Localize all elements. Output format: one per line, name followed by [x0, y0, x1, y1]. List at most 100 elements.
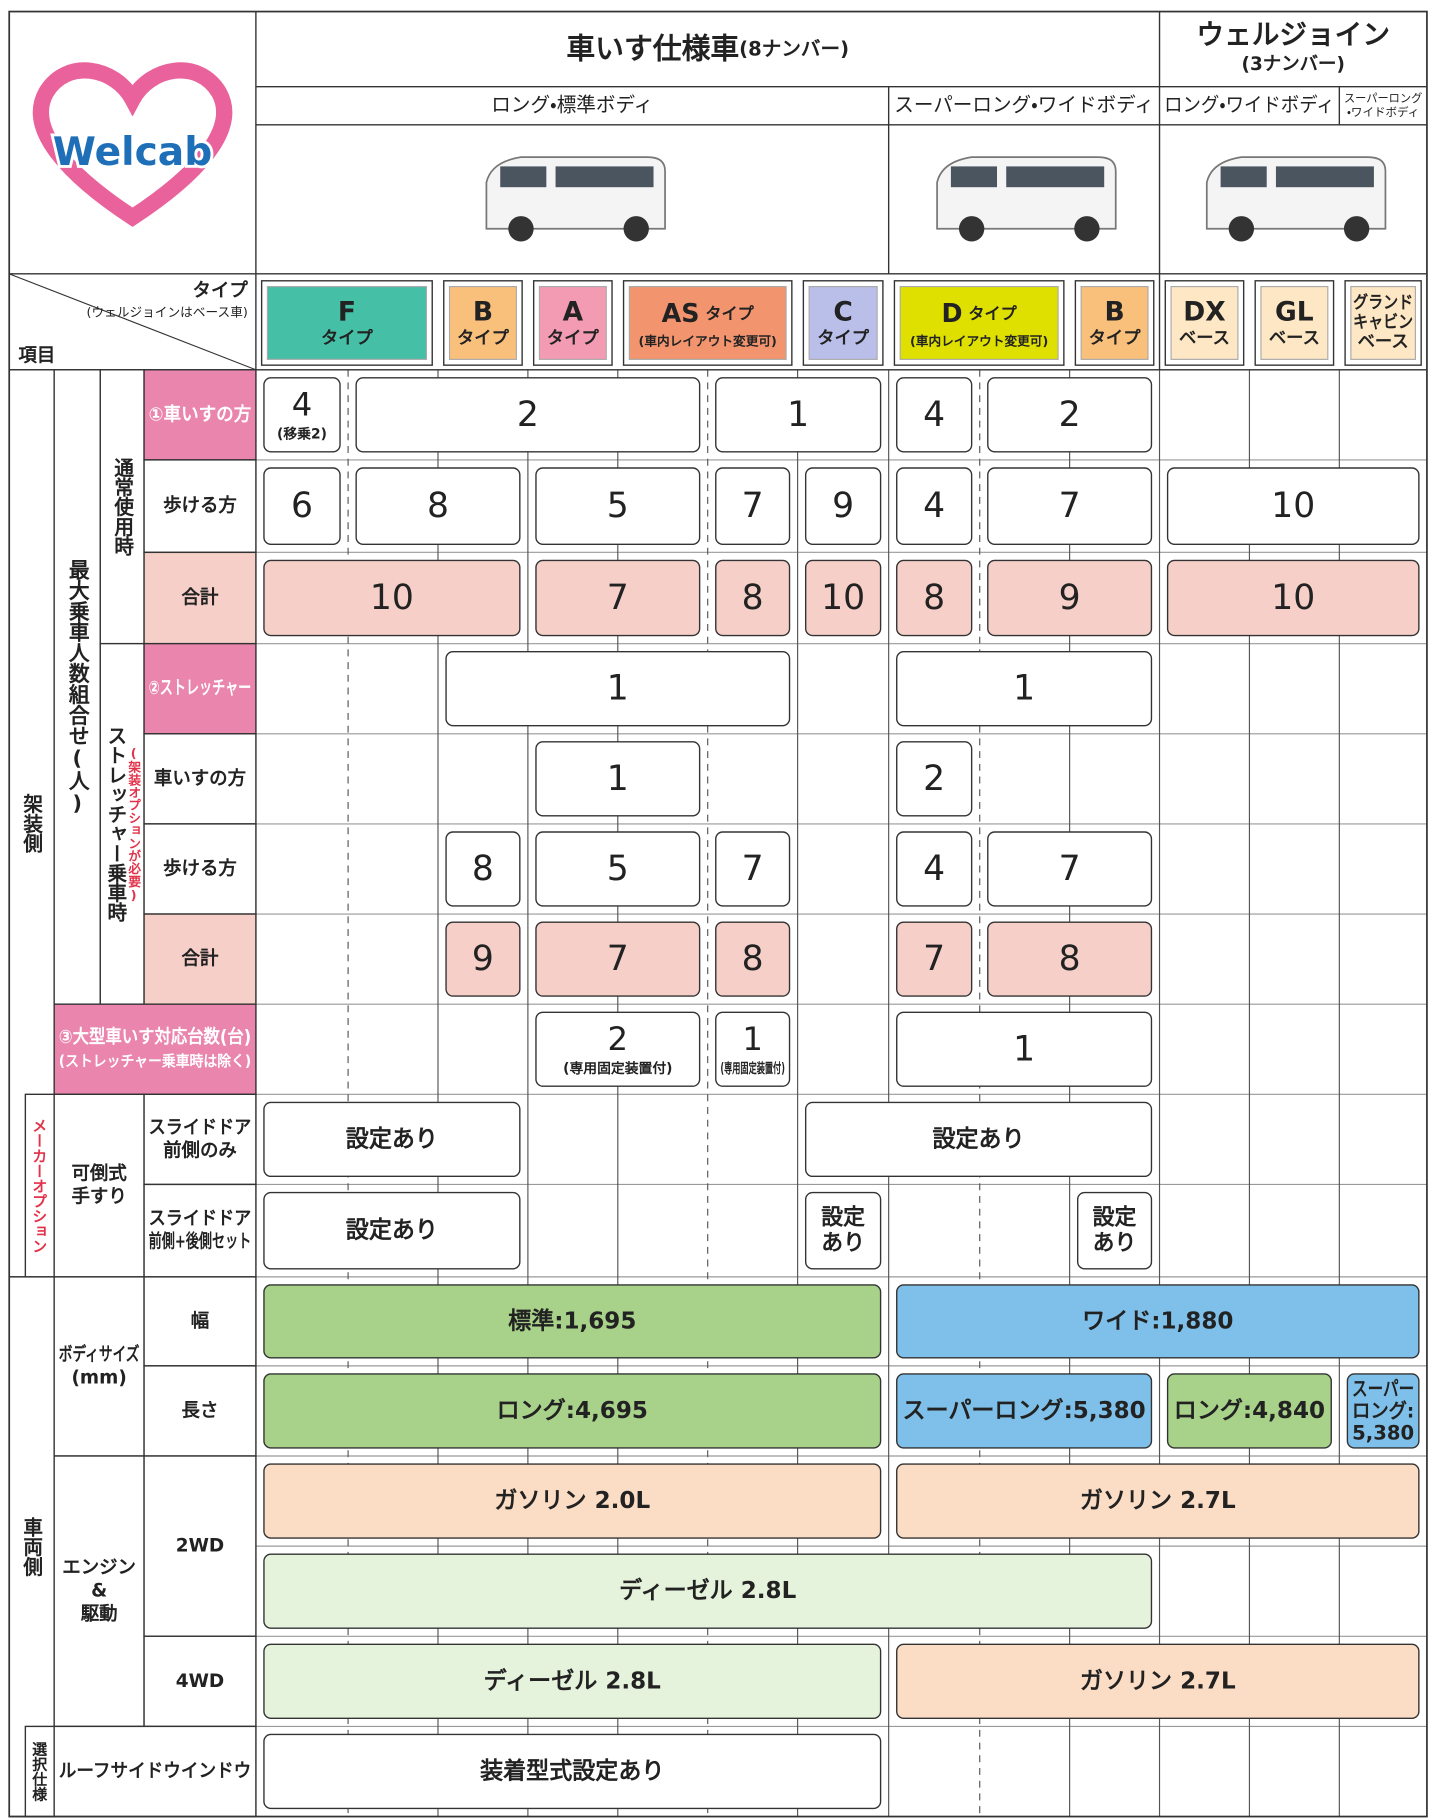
group-title-note: (8ナンバー) — [739, 37, 849, 60]
cell-value: 4 — [923, 395, 945, 435]
type-sub: タイプ — [817, 328, 870, 349]
cell-value: 4 — [923, 849, 945, 889]
label-cell — [99, 642, 145, 1005]
cell-text: 設定 — [821, 1205, 865, 1230]
body-label: ・ワイドボディ — [1347, 105, 1419, 119]
van-wheel — [1074, 216, 1100, 242]
label-cell — [143, 642, 257, 735]
cell-value: 6 — [291, 486, 313, 526]
value-cell — [535, 921, 701, 997]
value-cell — [263, 1733, 882, 1810]
cell-value: 1 — [607, 759, 629, 799]
row-label: (mm) — [71, 1367, 126, 1388]
value-cell — [715, 377, 882, 453]
type-note: (車内レイアウト変更可) — [910, 333, 1048, 348]
cell-text: 設定あり — [346, 1218, 438, 1244]
value-cell — [804, 1101, 1153, 1178]
value-cell — [535, 831, 701, 907]
type-badge — [1170, 286, 1239, 360]
type-badge — [1080, 286, 1149, 360]
cell-value: 1 — [742, 1020, 763, 1058]
label-cell — [24, 1725, 55, 1818]
value-cell — [263, 1463, 882, 1539]
value-cell — [804, 1191, 882, 1270]
van-image — [936, 156, 1117, 242]
van-window — [1275, 166, 1374, 188]
type-name-main: AS — [662, 298, 700, 328]
type-note: (車内レイアウト変更可) — [639, 333, 777, 348]
value-cell — [896, 377, 973, 453]
logo-heart — [32, 62, 233, 227]
cell-value: 2 — [608, 1020, 629, 1058]
value-cell — [896, 921, 973, 997]
body-label: スーパーロング・ワイドボディ — [894, 94, 1154, 117]
van-wheel — [958, 216, 985, 242]
van-window — [1006, 166, 1105, 188]
value-cell — [263, 559, 521, 637]
value-cell — [535, 559, 701, 637]
type-name: F — [338, 296, 356, 327]
van-window — [950, 166, 998, 188]
cell-text: 5,380 — [1352, 1421, 1414, 1444]
cell-value: 7 — [1059, 849, 1081, 889]
type-badge — [628, 286, 787, 360]
value-cell — [535, 467, 701, 545]
value-cell — [896, 831, 973, 907]
row-label: 長さ — [182, 1400, 219, 1421]
body-label: ロング・ワイドボディ — [1164, 94, 1335, 117]
label-cell — [53, 1003, 257, 1096]
cell-text: ガソリン 2.0L — [494, 1488, 650, 1514]
label-cell — [143, 1093, 257, 1186]
cell-text: ワイド:1,880 — [1082, 1308, 1233, 1334]
row-label: スライドドア — [149, 1209, 252, 1230]
value-cell — [263, 1643, 882, 1720]
cell-text: ガソリン 2.7L — [1080, 1488, 1236, 1514]
value-cell — [263, 1191, 521, 1270]
value-cell — [715, 831, 791, 907]
type-sub: タイプ — [321, 328, 374, 349]
row-label: エンジン — [62, 1558, 136, 1579]
type-sub: ベース — [1269, 329, 1320, 349]
value-cell — [896, 651, 1153, 727]
vertical-label: 選択仕様 — [30, 1741, 48, 1802]
value-cell — [987, 831, 1153, 907]
row-label: & — [91, 1581, 107, 1602]
van-window — [555, 166, 654, 188]
row-label: 合計 — [182, 948, 219, 970]
body-label: ロング・標準ボディ — [491, 94, 653, 117]
value-cell — [263, 467, 341, 545]
label-cell — [143, 1635, 257, 1728]
cell-value: 8 — [1059, 939, 1081, 979]
type-badge — [1350, 286, 1416, 360]
cell-value: 1 — [1013, 669, 1035, 709]
group-title: ウェルジョイン — [1196, 18, 1390, 51]
value-cell — [1166, 559, 1420, 637]
row-label: 前側+後側セット — [149, 1231, 252, 1253]
group-title-note: (3ナンバー) — [1242, 54, 1345, 75]
cell-value: 10 — [1271, 486, 1315, 526]
type-sub: タイプ — [457, 328, 510, 349]
value-cell — [355, 467, 521, 545]
vertical-label: ストレッチャー乗車時 — [104, 726, 127, 922]
type-badge — [538, 286, 607, 360]
cell-value: 7 — [607, 939, 629, 979]
row-label: ①車いすの方 — [149, 403, 252, 425]
label-cell — [53, 1455, 145, 1728]
cell-value: 4 — [292, 385, 313, 423]
value-cell — [896, 1463, 1420, 1539]
label-cell — [143, 459, 257, 554]
vertical-label: 通常使用時 — [111, 458, 135, 556]
cell-text: スーパー — [1352, 1377, 1414, 1400]
value-cell — [896, 1284, 1420, 1359]
value-cell — [715, 467, 791, 545]
row-label: ②ストレッチャー — [149, 678, 252, 699]
value-cell — [1166, 1373, 1332, 1449]
type-name: グランド — [1353, 292, 1413, 313]
row-label: 幅 — [191, 1310, 209, 1332]
cell-value: 5 — [607, 486, 629, 526]
cell-note: (専用固定装置付) — [563, 1060, 672, 1077]
cell-value: 8 — [472, 849, 494, 889]
van-wheel — [1228, 216, 1255, 242]
